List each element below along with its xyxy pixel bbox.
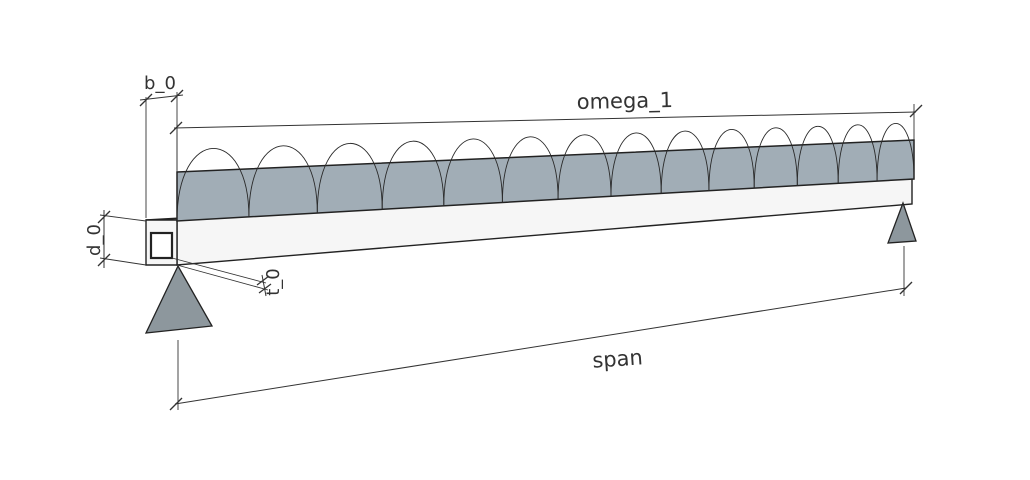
distributed-load	[176, 123, 915, 222]
load-arch	[248, 145, 318, 217]
load-arch	[381, 140, 445, 210]
omega-label: omega_1	[576, 88, 673, 115]
load-arch	[443, 138, 503, 206]
load-arch	[708, 129, 755, 191]
width-label: b_0	[144, 73, 176, 94]
load-arch	[316, 142, 383, 214]
load-arches	[176, 123, 915, 222]
load-arch	[876, 123, 915, 182]
depth-dimension	[97, 210, 147, 268]
width-dimension	[139, 89, 184, 218]
span-dimension	[169, 246, 913, 411]
span-label: span	[592, 345, 644, 372]
load-arch	[753, 127, 798, 189]
thickness-dimension	[171, 257, 272, 297]
depth-label: d_0	[84, 224, 105, 256]
beam-hollow-opening	[149, 231, 174, 260]
right-support	[887, 201, 917, 244]
thickness-label: t_0	[263, 268, 284, 296]
load-arch	[837, 124, 878, 184]
load-arch	[660, 130, 710, 194]
load-arch	[501, 136, 559, 203]
load-arch	[796, 126, 839, 186]
load-arch	[610, 132, 662, 197]
load-arch	[557, 134, 612, 200]
load-arch	[176, 148, 250, 222]
left-support	[144, 264, 214, 334]
